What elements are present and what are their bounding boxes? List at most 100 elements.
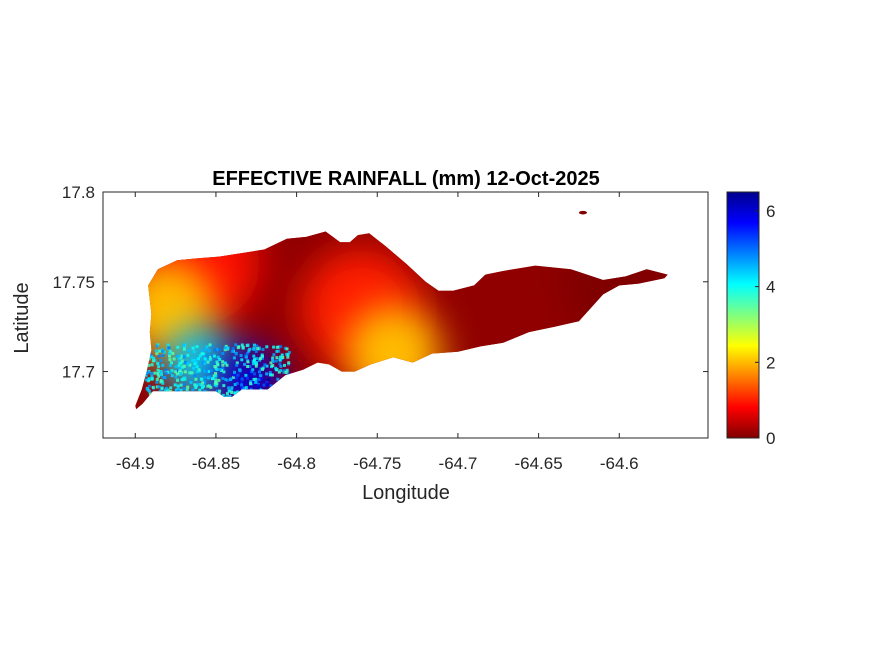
rainfall-speckle: [274, 359, 278, 363]
rainfall-speckle: [227, 386, 231, 390]
rainfall-speckle: [252, 343, 256, 347]
rainfall-speckle: [272, 353, 276, 357]
rainfall-speckle: [177, 364, 181, 368]
rainfall-speckle: [214, 374, 218, 378]
rainfall-speckle: [230, 386, 234, 390]
rainfall-speckle: [232, 373, 236, 377]
rainfall-speckle: [281, 356, 285, 359]
rainfall-speckle: [285, 368, 289, 372]
rainfall-speckle: [269, 361, 273, 365]
rainfall-speckle: [194, 386, 198, 390]
rainfall-speckle: [150, 355, 154, 359]
rainfall-speckle: [240, 377, 244, 381]
rainfall-speckle: [251, 362, 255, 366]
rainfall-speckle: [235, 363, 239, 367]
rainfall-speckle: [158, 389, 162, 393]
rainfall-speckle: [185, 388, 189, 392]
rainfall-speckle: [167, 352, 171, 356]
rainfall-speckle: [164, 368, 168, 372]
rainfall-speckle: [275, 349, 279, 353]
rainfall-speckle: [153, 359, 157, 362]
rainfall-speckle: [269, 384, 273, 388]
rainfall-speckle: [234, 376, 238, 380]
rainfall-speckle: [224, 378, 228, 382]
rainfall-speckle: [225, 363, 229, 367]
rainfall-speckle: [214, 378, 218, 382]
rainfall-speckle: [223, 346, 227, 350]
rainfall-speckle: [225, 392, 229, 396]
rainfall-speckle: [157, 354, 161, 358]
rainfall-speckle: [181, 365, 184, 369]
rainfall-speckle: [238, 368, 241, 372]
rainfall-speckle: [256, 384, 260, 388]
rainfall-speckle: [258, 374, 262, 378]
rainfall-speckle: [180, 378, 184, 382]
rainfall-speckle: [190, 371, 194, 375]
rainfall-speckle: [211, 377, 215, 380]
rainfall-speckle: [211, 355, 215, 358]
rainfall-speckle: [279, 345, 283, 349]
rainfall-speckle: [218, 368, 222, 371]
rainfall-speckle: [259, 367, 263, 371]
rainfall-speckle: [191, 346, 195, 350]
rainfall-speckle: [166, 388, 170, 392]
rainfall-speckle: [247, 372, 251, 376]
rainfall-speckle: [160, 386, 164, 390]
rainfall-speckle: [285, 347, 289, 351]
rainfall-speckle: [164, 370, 168, 374]
rainfall-speckle: [195, 345, 199, 349]
rainfall-speckle: [176, 354, 179, 358]
rainfall-speckle: [244, 386, 248, 390]
rainfall-speckle: [276, 377, 280, 381]
rainfall-speckle: [265, 383, 269, 387]
rainfall-speckle: [179, 372, 183, 376]
rainfall-speckle: [265, 345, 269, 349]
rainfall-speckle: [200, 377, 204, 381]
rainfall-speckle: [255, 357, 259, 360]
rainfall-speckle: [246, 360, 250, 364]
rainfall-speckle: [192, 366, 196, 370]
rainfall-speckle: [173, 370, 177, 374]
rainfall-speckle: [271, 358, 275, 362]
rainfall-speckle: [203, 379, 207, 383]
rainfall-speckle: [262, 383, 266, 387]
rainfall-speckle: [222, 384, 226, 388]
rainfall-speckle: [240, 385, 244, 389]
rainfall-speckle: [216, 389, 219, 393]
rainfall-speckle: [209, 385, 213, 389]
rainfall-speckle: [168, 349, 172, 353]
rainfall-speckle: [251, 368, 255, 372]
rainfall-speckle: [234, 343, 238, 347]
rainfall-speckle: [203, 361, 207, 365]
rainfall-speckle: [240, 383, 244, 387]
rainfall-speckle: [161, 349, 165, 353]
rainfall-speckle: [187, 349, 191, 353]
rainfall-speckle: [160, 373, 164, 376]
rainfall-speckle: [205, 358, 209, 362]
rainfall-speckle: [241, 382, 245, 385]
rainfall-speckle: [282, 369, 286, 373]
rainfall-speckle: [240, 343, 244, 347]
rainfall-speckle: [188, 363, 192, 367]
rainfall-speckle: [221, 393, 225, 397]
rainfall-speckle: [260, 377, 263, 381]
rainfall-speckle: [283, 346, 287, 350]
rainfall-speckle: [226, 378, 229, 382]
rainfall-speckle: [191, 388, 195, 392]
rainfall-speckle: [155, 378, 159, 381]
rainfall-speckle: [153, 371, 157, 375]
rainfall-speckle: [240, 358, 244, 362]
rainfall-speckle: [277, 349, 281, 353]
rainfall-speckle: [169, 371, 172, 375]
rainfall-speckle: [286, 353, 290, 357]
rainfall-speckle: [147, 377, 151, 381]
rainfall-speckle: [174, 365, 178, 369]
x-axis-ticks: -64.9 -64.85 -64.8 -64.75 -64.7 -64.65 -64.6: [116, 192, 639, 473]
rainfall-speckle: [270, 373, 274, 377]
colorbar-gradient: [727, 192, 759, 438]
rainfall-speckle: [213, 348, 217, 352]
rainfall-speckle: [254, 377, 258, 381]
rainfall-speckle: [258, 357, 262, 361]
rainfall-speckle: [287, 361, 291, 365]
rainfall-speckle: [179, 383, 183, 387]
